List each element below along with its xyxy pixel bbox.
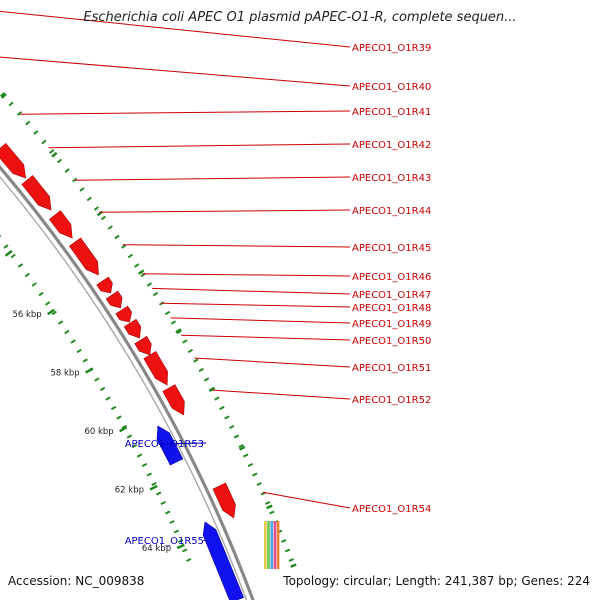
gene-label: APECO1_O1R51 [352,363,431,374]
gene-label: APECO1_O1R40 [352,82,431,93]
gene-leader-line [203,539,207,542]
gene-leader-line [0,56,351,87]
gene-label: APECO1_O1R45 [352,243,431,254]
gene-arrow [21,175,52,211]
gene-arrow [162,384,185,416]
gene-leader-line [170,317,351,324]
map-title: Escherichia coli APEC O1 plasmid pAPEC-O… [83,10,517,25]
ruler-label: 58 kbp [50,369,79,379]
backbone-inner [0,176,248,600]
ruler-tick [149,484,158,491]
ruler-tick-outer [0,93,7,99]
ruler-label: 62 kbp [115,486,144,496]
ruler-tick-outer [208,386,216,393]
gene-label: APECO1_O1R41 [352,107,431,118]
gene-leader-line [151,287,351,295]
ruler-tick-outer [239,445,246,451]
gene-arrow [156,425,184,466]
gene-label: APECO1_O1R43 [352,173,431,184]
label-layer: APECO1_O1R39 APECO1_O1R40 APECO1_O1R41 APEC… [0,10,431,547]
ruler-label: 60 kbp [84,427,113,437]
gene-label: APECO1_O1R44 [352,206,431,217]
gene-arrow [105,290,123,309]
gene-arrow [143,350,168,386]
ruler-outer-dots [0,92,294,562]
feature-color-bar [273,521,277,569]
gene-label: APECO1_O1R53 [125,439,204,450]
gene-leader-line [20,110,351,115]
gene-leader-line [262,491,351,509]
ruler-tick [46,308,56,316]
ruler-tick [119,426,128,433]
gene-leader-line [181,334,351,341]
feature-color-bar [276,521,280,569]
ruler-label: 64 kbp [142,544,171,554]
ruler-tick-outer [137,269,145,275]
gene-arrow [202,521,244,600]
gene-label: APECO1_O1R46 [352,272,431,283]
ruler-tick [4,249,13,257]
gene-label: APECO1_O1R47 [352,290,431,301]
gene-leader-line [99,209,351,213]
ruler-inner-dots [0,234,192,562]
gene-label: APECO1_O1R50 [352,336,431,347]
gene-label: APECO1_O1R48 [352,303,431,314]
gene-layer [0,142,244,600]
gene-label: APECO1_O1R42 [352,140,431,151]
gene-leader-line [0,10,351,48]
backbone-layer [0,165,255,600]
gene-arrow [115,305,132,323]
feature-color-bar [264,521,267,569]
ruler-tick-outer [175,328,182,334]
ruler-label: 56 kbp [12,310,41,320]
gene-leader-line [122,244,351,248]
gene-label: APECO1_O1R49 [352,319,431,330]
gene-leader-line [74,176,351,181]
ruler-tick-outer [266,504,273,510]
gene-arrow [0,142,27,179]
backbone-outer [0,165,255,600]
ruler-tick-outer [51,151,58,158]
feature-color-bar [267,521,270,569]
gene-label: APECO1_O1R52 [352,395,431,406]
accession-text: Accession: NC_009838 [8,574,145,588]
gene-leader-line [142,273,351,277]
feature-color-bars [264,521,280,569]
gene-leader-line [157,442,207,445]
gene-leader-line [161,302,351,308]
gene-leader-line [194,357,351,368]
gene-arrow [212,482,236,519]
gene-arrow [134,335,152,356]
gene-arrow [48,210,73,239]
gene-leader-line [48,143,351,149]
gene-leader-line [212,389,351,400]
gene-arrow [96,276,113,294]
topology-text: Topology: circular; Length: 241,387 bp; … [283,574,590,588]
feature-color-bar [270,521,273,569]
gene-label: APECO1_O1R39 [352,43,431,54]
gene-arrow [123,318,142,339]
gene-label: APECO1_O1R55 [125,536,204,547]
ruler-tick [85,367,94,374]
ruler-tick [176,543,185,550]
ruler-tick-outer [290,563,297,568]
gene-label: APECO1_O1R54 [352,504,431,515]
gene-arrow [68,237,99,276]
